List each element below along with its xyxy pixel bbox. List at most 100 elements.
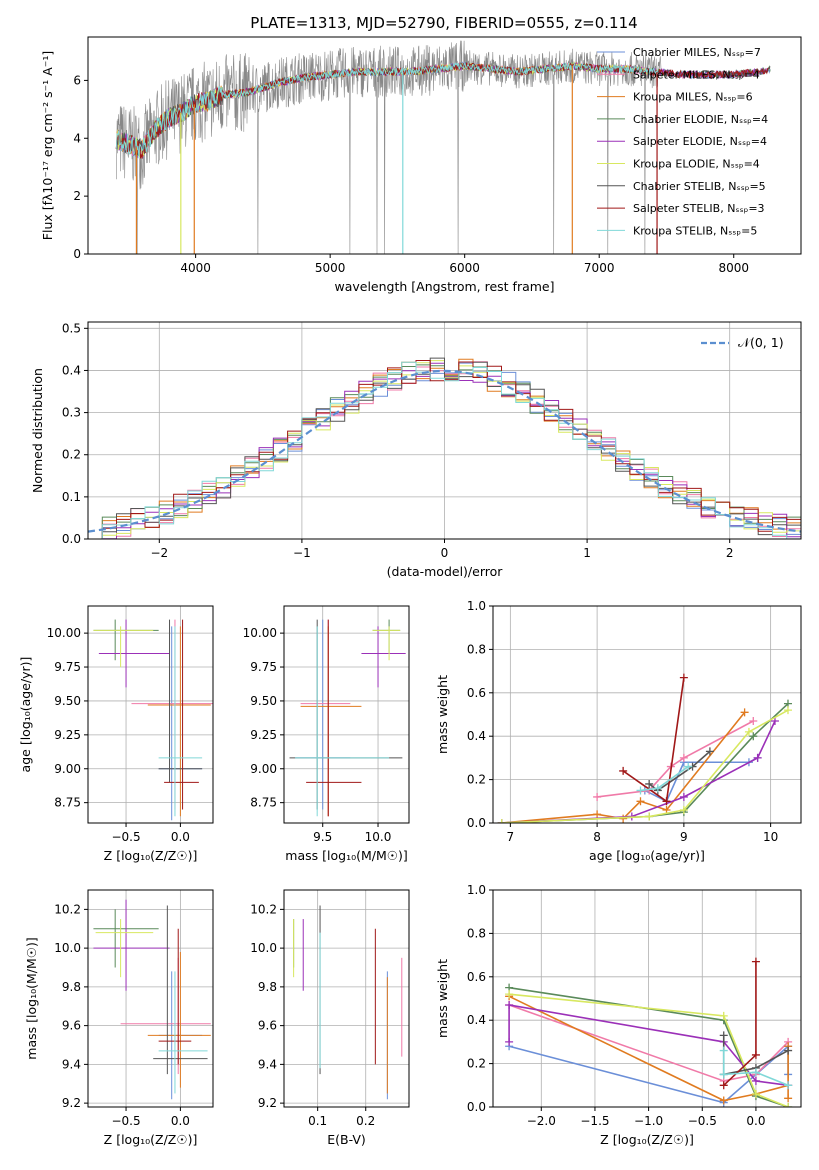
- data-point: [751, 957, 760, 966]
- y-tick-label: 9.75: [250, 660, 277, 674]
- y-tick-label: 0.6: [467, 970, 486, 984]
- y-tick-label: 0.2: [467, 773, 486, 787]
- y-tick-label: 0: [73, 247, 81, 261]
- y-tick-label: 8.75: [250, 796, 277, 810]
- data-point: [749, 732, 758, 741]
- data-point: [784, 1094, 793, 1103]
- y-tick-label: 9.8: [258, 980, 277, 994]
- y-tick-label: 9.75: [54, 660, 81, 674]
- model-spectrum: [115, 60, 660, 159]
- panel-weight-vs-age: 7 8 9 10 0.0 0.2 0.4 0.6 0.8 1.0 age [log₁₀(age/yr…: [435, 599, 802, 863]
- data-point: [719, 1096, 728, 1105]
- axes-frame: [492, 605, 802, 824]
- data-point: [751, 1089, 760, 1098]
- data-point: [636, 786, 645, 795]
- panel-spectrum: 4000 5000 6000 7000 8000 0 2 4 6 wavelength [Angs…: [40, 36, 802, 294]
- legend-entry: Chabrier ELODIE, Nₛₛₚ=4: [633, 113, 768, 126]
- y-tick-label: 1.0: [467, 883, 486, 897]
- legend-entry: Salpeter STELIB, Nₛₛₚ=3: [633, 202, 765, 215]
- y-tick-label: 0.1: [62, 490, 81, 504]
- data-point: [770, 717, 779, 726]
- data-point: [662, 797, 671, 806]
- y-tick-label: 0.0: [467, 816, 486, 830]
- y-tick-label: 1.0: [467, 599, 486, 613]
- data-point: [749, 717, 758, 726]
- axes-frame: [87, 889, 214, 1108]
- data-point: [636, 797, 645, 806]
- y-tick-label: 10.2: [54, 902, 81, 916]
- plot-area-age-vs-Z: [88, 606, 213, 823]
- x-axis-label: mass [log₁₀(M/M☉)]: [285, 848, 407, 863]
- y-tick-label: 10.0: [250, 941, 277, 955]
- data-point: [505, 1001, 514, 1010]
- legend-entry: Chabrier STELIB, Nₛₛₚ=5: [633, 180, 766, 193]
- x-tick-label: −2: [150, 546, 168, 560]
- x-tick-label: −2.0: [527, 1114, 556, 1128]
- y-tick-label: 0.3: [62, 406, 81, 420]
- plot-area-age-vs-mass: [284, 606, 409, 823]
- legend-entry: Kroupa MILES, Nₛₛₚ=6: [633, 91, 753, 104]
- y-tick-label: 9.50: [54, 694, 81, 708]
- y-tick-label: 0.4: [467, 729, 486, 743]
- data-point: [645, 779, 654, 788]
- legend-entry: Kroupa STELIB, Nₛₛₚ=5: [633, 224, 757, 237]
- data-point: [753, 753, 762, 762]
- x-tick-label: 7000: [584, 261, 615, 275]
- axes-frame: [87, 605, 214, 824]
- plot-layer: 4000 5000 6000 7000 8000 0 2 4 6 wavelength [Angs…: [18, 36, 802, 1147]
- y-tick-label: 6: [73, 73, 81, 87]
- x-tick-label: 2: [726, 546, 734, 560]
- panel-weight-vs-Z: −2.0 −1.5 −1.0 −0.5 0.0 0.0 0.2 0.4 0.6 0.8 1.0 Z […: [435, 883, 802, 1147]
- y-tick-label: 10.00: [47, 626, 81, 640]
- y-tick-label: 8.75: [54, 796, 81, 810]
- data-point: [505, 1037, 514, 1046]
- panel-age-vs-Z: −0.5 0.0 8.75 9.00 9.25 9.50 9.75 10.00 Z [log₁₀…: [18, 605, 214, 863]
- series-line: [509, 993, 789, 1107]
- data-point: [653, 784, 662, 793]
- y-tick-label: 9.6: [258, 1019, 277, 1033]
- x-tick-label: −0.5: [111, 1114, 140, 1128]
- y-axis-label: Normed distribution: [30, 368, 45, 493]
- observed-spectrum: [116, 40, 662, 254]
- data-point: [684, 762, 693, 771]
- y-tick-label: 0.2: [467, 1057, 486, 1071]
- y-tick-label: 0.0: [467, 1100, 486, 1114]
- data-point: [784, 1103, 793, 1107]
- axes-frame: [87, 36, 802, 255]
- panel-mass-vs-EBV: 0.1 0.2 9.2 9.4 9.6 9.8 10.0 10.2 E(B-V): [250, 889, 410, 1147]
- y-axis-label: mass weight: [435, 959, 450, 1038]
- data-point: [719, 1081, 728, 1090]
- y-tick-label: 0.8: [467, 926, 486, 940]
- y-tick-label: 4: [73, 131, 81, 145]
- x-tick-label: 10.0: [365, 830, 392, 844]
- plot-area-residuals: [88, 322, 801, 539]
- x-tick-label: 9: [680, 830, 688, 844]
- y-tick-label: 2: [73, 189, 81, 203]
- y-tick-label: 9.2: [62, 1096, 81, 1110]
- y-tick-label: 10.0: [54, 941, 81, 955]
- figure-title: PLATE=1313, MJD=52790, FIBERID=0555, z=0…: [250, 14, 637, 32]
- y-tick-label: 9.25: [250, 728, 277, 742]
- series-line: [722, 1050, 789, 1087]
- axes-frame: [492, 889, 802, 1108]
- x-axis-label: age [log₁₀(age/yr)]: [589, 848, 705, 863]
- plot-area-spectrum: [115, 40, 771, 254]
- panel-age-vs-mass: 9.5 10.0 8.75 9.00 9.25 9.50 9.75 10.00 mass [lo…: [243, 605, 410, 863]
- x-tick-label: 8000: [718, 261, 749, 275]
- data-point: [679, 805, 688, 814]
- data-point: [497, 819, 506, 823]
- data-point: [505, 990, 514, 999]
- y-tick-label: 0.5: [62, 321, 81, 335]
- data-point: [719, 1031, 728, 1040]
- data-point: [593, 810, 602, 819]
- axes-frame: [283, 605, 410, 824]
- y-tick-label: 9.00: [54, 762, 81, 776]
- legend-entry: 𝒩(0, 1): [738, 335, 784, 350]
- y-tick-label: 9.00: [250, 762, 277, 776]
- x-tick-label: −1.0: [634, 1114, 663, 1128]
- y-tick-label: 0.4: [62, 363, 81, 377]
- y-tick-label: 9.6: [62, 1019, 81, 1033]
- x-axis-label: E(B-V): [327, 1132, 366, 1147]
- data-point: [719, 1046, 728, 1055]
